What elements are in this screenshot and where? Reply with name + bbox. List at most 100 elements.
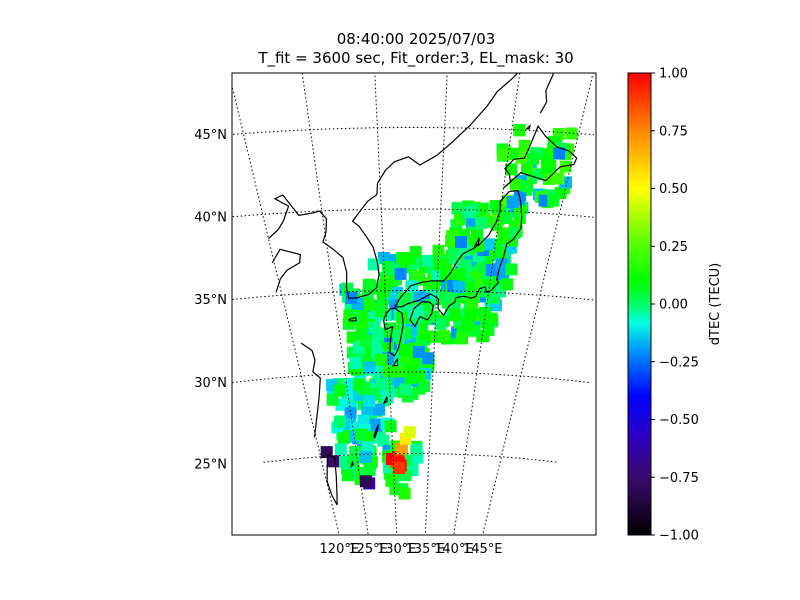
data-point <box>397 253 410 266</box>
data-point <box>397 291 410 304</box>
colorbar-label: dTEC (TECU) <box>708 263 723 346</box>
data-point <box>347 455 360 468</box>
coastline-ishigaki <box>350 461 354 469</box>
data-point <box>475 216 488 229</box>
data-point <box>527 152 539 165</box>
data-point <box>410 443 423 456</box>
data-point <box>552 172 565 185</box>
data-point <box>513 124 526 137</box>
data-point <box>448 309 461 322</box>
data-point <box>440 268 453 281</box>
data-point <box>393 462 406 474</box>
data-point <box>437 330 450 343</box>
colorbar-ticks: 1.00 0.75 0.50 0.25 0.00 −0.25 −0.50 −0.75 −1.00 <box>651 67 699 544</box>
map-frame <box>231 72 597 536</box>
data-point <box>495 258 508 271</box>
data-point <box>508 227 521 239</box>
coastline-russia <box>385 73 519 171</box>
colorbar-tick-label: 1.00 <box>659 67 688 82</box>
meridian-line <box>232 83 340 535</box>
data-point <box>505 263 518 276</box>
data-point <box>500 278 513 291</box>
colorbar-tick-label: 0.00 <box>659 298 688 313</box>
coastline-jeju <box>348 316 357 322</box>
data-point <box>432 244 445 257</box>
data-point <box>411 270 424 283</box>
colorbar-tick-label: −0.25 <box>659 355 699 370</box>
meridian-line <box>482 73 594 535</box>
data-point <box>497 149 510 162</box>
meridian-line <box>301 73 369 535</box>
data-point <box>485 264 498 277</box>
data-point <box>359 475 372 488</box>
data-point <box>403 426 416 439</box>
data-point <box>334 384 347 397</box>
coastline-amami <box>382 396 388 405</box>
data-point <box>418 380 431 393</box>
coastline-shikoku <box>409 301 434 328</box>
data-point <box>368 321 381 334</box>
data-point <box>458 244 471 257</box>
data-point <box>384 420 397 433</box>
data-point <box>521 180 534 193</box>
coastline-okinawa <box>373 424 379 440</box>
colorbar-tick-label: 0.25 <box>659 240 688 255</box>
data-point <box>481 252 494 265</box>
data-points <box>320 124 578 500</box>
coastline-honshu <box>393 189 523 317</box>
data-point <box>326 393 339 406</box>
colorbar-tick-label: −1.00 <box>659 529 699 544</box>
lat-tick-label: 25°N <box>194 458 227 473</box>
data-point <box>363 395 376 407</box>
data-point <box>363 299 376 312</box>
data-point <box>456 332 469 345</box>
coastline-mainland-south <box>300 342 321 438</box>
data-point <box>359 451 372 463</box>
data-point <box>434 317 447 330</box>
lon-tick-label: 120°E <box>320 542 360 557</box>
data-point <box>361 441 374 454</box>
data-point <box>497 230 510 243</box>
coastline-korea <box>319 169 387 299</box>
lon-tick-label: 140°E <box>434 542 474 557</box>
data-point <box>506 196 519 209</box>
data-point <box>373 403 386 416</box>
data-point <box>463 206 476 219</box>
colorbar-tick-label: 0.75 <box>659 124 688 139</box>
coastline-china <box>268 194 320 240</box>
parallel-line <box>232 290 596 301</box>
data-point <box>553 147 566 160</box>
chart-title-line-2: T_fit = 3600 sec, Fit_order:3, EL_mask: … <box>258 49 574 67</box>
data-point <box>413 290 426 302</box>
colorbar-tick-label: 0.50 <box>659 182 688 197</box>
data-point <box>385 474 398 487</box>
colorbar-tick-label: −0.50 <box>659 413 699 428</box>
data-point <box>412 345 425 358</box>
meridian-line <box>424 73 448 535</box>
data-point <box>421 254 434 267</box>
colorbar-tick-label: −0.75 <box>659 471 699 486</box>
coastline-tanegashima <box>392 357 399 367</box>
data-point <box>349 357 362 370</box>
chart-title-line-1: 08:40:00 2025/07/03 <box>336 30 496 48</box>
data-point <box>482 238 495 251</box>
data-point <box>509 178 522 191</box>
data-point <box>406 280 419 293</box>
data-point <box>374 353 387 366</box>
data-point <box>327 455 340 468</box>
data-point <box>379 279 392 292</box>
data-point <box>452 268 465 281</box>
data-point <box>382 261 395 273</box>
data-point <box>451 202 464 215</box>
data-point <box>521 162 534 175</box>
data-point <box>374 305 387 318</box>
data-point <box>363 361 376 374</box>
data-point <box>334 443 347 456</box>
data-point <box>565 127 578 140</box>
data-point <box>455 236 467 249</box>
data-point <box>392 330 405 342</box>
data-point <box>506 147 519 160</box>
data-point <box>422 352 435 365</box>
coastline-shandong <box>271 248 301 293</box>
